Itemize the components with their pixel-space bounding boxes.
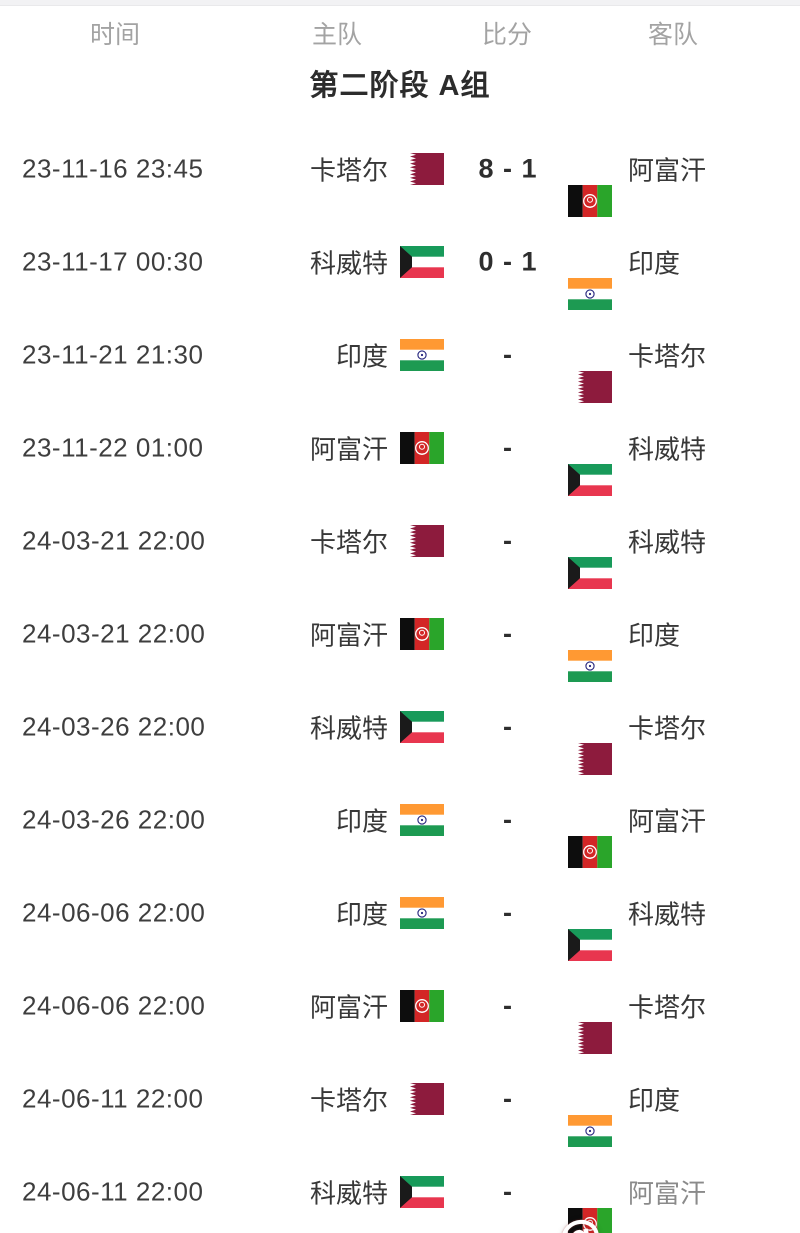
away-team-name: 科威特	[628, 899, 707, 929]
away-team-name: 阿富汗	[628, 155, 707, 185]
home-team-name: 科威特	[309, 248, 388, 278]
flag-qatar-icon	[568, 1021, 612, 1054]
match-row[interactable]: 23-11-21 21:30 印度 - 卡塔尔	[0, 308, 800, 403]
match-time: 24-06-06 22:00	[22, 897, 206, 927]
away-team-name: 卡塔尔	[628, 713, 707, 743]
match-time: 24-03-26 22:00	[22, 804, 206, 834]
flag-afghanistan-icon	[400, 431, 444, 464]
flag-kuwait-icon	[400, 245, 444, 278]
home-team-name: 卡塔尔	[309, 1085, 388, 1115]
flag-india-icon	[400, 896, 444, 929]
match-row[interactable]: 24-03-21 22:00 卡塔尔 - 科威特	[0, 494, 800, 589]
home-team-name: 卡塔尔	[309, 155, 388, 185]
match-score: -	[503, 711, 513, 741]
match-row[interactable]: 24-06-06 22:00 阿富汗 - 卡塔尔	[0, 959, 800, 1054]
match-time: 24-06-11 22:00	[22, 1083, 204, 1113]
match-row[interactable]: 23-11-16 23:45 卡塔尔 8 - 1 阿富汗	[0, 122, 800, 217]
header-home: 主队	[311, 21, 363, 49]
flag-afghanistan-icon	[400, 989, 444, 1022]
home-team-name: 印度	[335, 806, 388, 836]
match-score: 0 - 1	[478, 246, 538, 276]
match-score: -	[503, 1176, 513, 1206]
match-row[interactable]: 24-03-26 22:00 印度 - 阿富汗	[0, 773, 800, 868]
home-team-name: 阿富汗	[309, 992, 388, 1022]
away-team-name: 印度	[628, 1085, 681, 1115]
flag-kuwait-icon	[568, 463, 612, 496]
flag-india-icon	[400, 338, 444, 371]
section-title: 第二阶段 A组	[309, 70, 491, 102]
flag-qatar-icon	[568, 370, 612, 403]
flag-india-icon	[400, 803, 444, 836]
away-team-name: 卡塔尔	[628, 992, 707, 1022]
flag-kuwait-icon	[400, 1175, 444, 1208]
match-time: 23-11-16 23:45	[22, 153, 204, 183]
home-team-name: 卡塔尔	[309, 527, 388, 557]
match-time: 24-03-26 22:00	[22, 711, 206, 741]
match-list: 23-11-16 23:45 卡塔尔 8 - 1 阿富汗 23-11-17 00…	[0, 122, 800, 1233]
match-row[interactable]: 24-06-06 22:00 印度 - 科威特	[0, 866, 800, 961]
match-time: 24-06-06 22:00	[22, 990, 206, 1020]
match-score: -	[503, 525, 513, 555]
table-header: 时间 主队 比分 客队	[0, 6, 800, 60]
match-score: -	[503, 1083, 513, 1113]
away-team-name: 卡塔尔	[628, 341, 707, 371]
home-team-name: 阿富汗	[309, 620, 388, 650]
top-divider	[0, 0, 800, 6]
flag-qatar-icon	[400, 1082, 444, 1115]
flag-india-icon	[568, 1114, 612, 1147]
home-team-name: 科威特	[309, 713, 388, 743]
match-score: -	[503, 897, 513, 927]
match-row[interactable]: 24-03-21 22:00 阿富汗 - 印度	[0, 587, 800, 682]
away-team-name: 科威特	[628, 527, 707, 557]
away-team-name: 阿富汗	[628, 806, 707, 836]
match-time: 24-03-21 22:00	[22, 618, 206, 648]
match-score: -	[503, 339, 513, 369]
flag-kuwait-icon	[400, 710, 444, 743]
home-team-name: 阿富汗	[309, 434, 388, 464]
match-row[interactable]: 23-11-17 00:30 科威特 0 - 1 印度	[0, 215, 800, 310]
home-team-name: 科威特	[309, 1178, 388, 1208]
match-time: 23-11-22 01:00	[22, 432, 204, 462]
match-score: -	[503, 804, 513, 834]
flag-afghanistan-icon	[568, 184, 612, 217]
match-score: -	[503, 990, 513, 1020]
match-time: 24-06-11 22:00	[22, 1176, 204, 1206]
header-time: 时间	[89, 21, 141, 49]
match-score: -	[503, 618, 513, 648]
flag-qatar-icon	[400, 152, 444, 185]
match-row[interactable]: 24-06-11 22:00 卡塔尔 - 印度	[0, 1052, 800, 1147]
match-time: 23-11-17 00:30	[22, 246, 204, 276]
away-team-name: 印度	[628, 620, 681, 650]
match-time: 24-03-21 22:00	[22, 525, 206, 555]
flag-qatar-icon	[568, 742, 612, 775]
flag-india-icon	[568, 649, 612, 682]
away-team-name: 科威特	[628, 434, 707, 464]
flag-kuwait-icon	[568, 556, 612, 589]
home-team-name: 印度	[335, 341, 388, 371]
match-row[interactable]: 23-11-22 01:00 阿富汗 - 科威特	[0, 401, 800, 496]
away-team-name: 印度	[628, 248, 681, 278]
match-row[interactable]: 24-06-11 22:00 科威特 - @ 阿富汗	[0, 1145, 800, 1233]
flag-afghanistan-icon: @	[553, 1206, 612, 1233]
flag-qatar-icon	[400, 524, 444, 557]
flag-india-icon	[568, 277, 612, 310]
header-score: 比分	[481, 21, 533, 49]
header-away: 客队	[647, 21, 699, 49]
flag-afghanistan-icon	[400, 617, 444, 650]
home-team-name: 印度	[335, 899, 388, 929]
flag-afghanistan-icon	[568, 835, 612, 868]
flag-kuwait-icon	[568, 928, 612, 961]
match-score: -	[503, 432, 513, 462]
match-score: 8 - 1	[478, 153, 538, 183]
match-time: 23-11-21 21:30	[22, 339, 204, 369]
match-row[interactable]: 24-03-26 22:00 科威特 - 卡塔尔	[0, 680, 800, 775]
away-team-name: 阿富汗	[628, 1178, 707, 1208]
